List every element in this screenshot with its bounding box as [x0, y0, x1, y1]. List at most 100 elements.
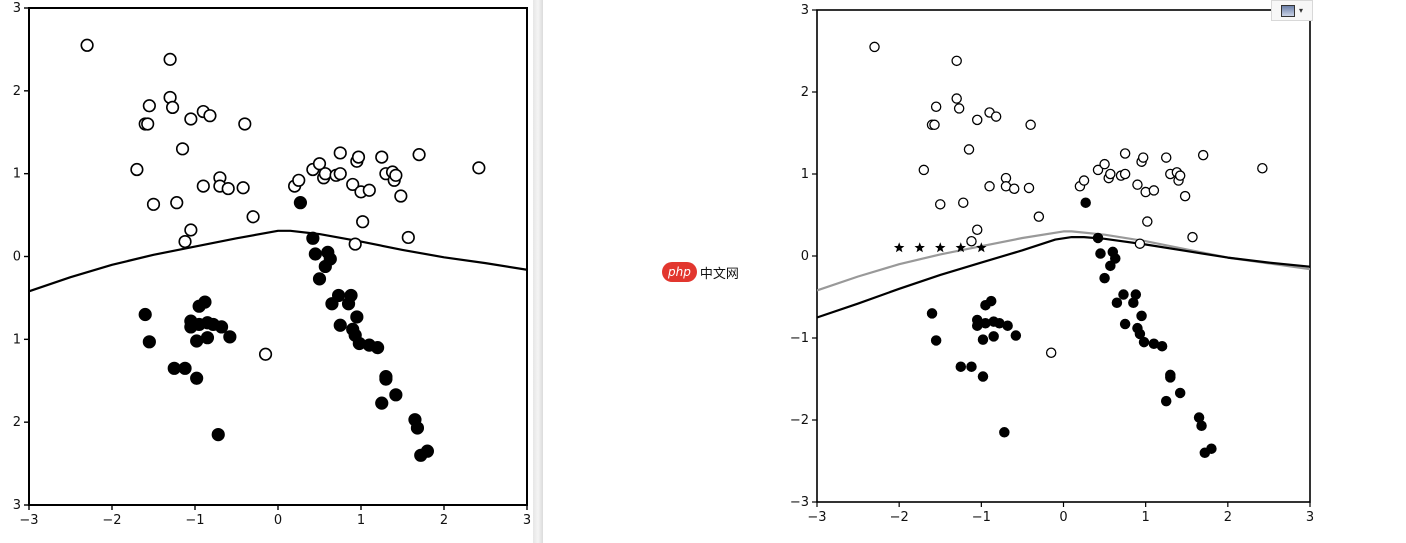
- filled-point: [138, 307, 152, 322]
- open-point: [203, 109, 217, 123]
- open-point: [196, 179, 210, 193]
- y-tick-label: 3: [801, 3, 809, 18]
- open-point: [1023, 182, 1035, 194]
- open-point: [1142, 216, 1153, 227]
- filled-point: [142, 335, 156, 349]
- open-point: [951, 55, 962, 67]
- x-tick-label: 3: [1306, 510, 1314, 525]
- filled-point: [200, 331, 215, 345]
- y-tick-label: 2: [13, 84, 21, 99]
- chart-1: −3 −2 −1 0 1 2 3 3 2 1 0 1 2 3: [13, 1, 531, 528]
- star-point: [935, 242, 946, 253]
- open-point: [971, 224, 983, 236]
- filled-point: [1002, 320, 1013, 331]
- watermark-badge: php: [662, 262, 697, 282]
- x-tick-label: 2: [1224, 510, 1232, 525]
- open-point: [184, 223, 198, 237]
- filled-point: [1105, 260, 1116, 272]
- open-point: [1134, 238, 1146, 249]
- star-point: [976, 242, 987, 253]
- open-point: [1119, 168, 1131, 180]
- open-point: [958, 197, 969, 208]
- filled-point: [344, 288, 358, 303]
- open-point: [1179, 190, 1191, 202]
- open-point: [146, 197, 161, 211]
- filled-point: [1080, 197, 1091, 208]
- figure-toolbar[interactable]: ▾: [1271, 0, 1313, 21]
- y-tick-label: 3: [13, 1, 21, 16]
- open-point: [175, 142, 190, 156]
- watermark: php 中文网: [662, 261, 739, 283]
- y-tick-label: −1: [790, 331, 809, 346]
- filled-point: [198, 295, 212, 309]
- open-point: [184, 112, 198, 126]
- filled-point: [1130, 289, 1142, 300]
- filled-point: [1095, 248, 1106, 259]
- filled-point: [375, 396, 389, 410]
- open-point: [412, 148, 426, 162]
- filled-point: [1010, 330, 1022, 341]
- x-tick-label: 1: [357, 513, 365, 528]
- watermark-text: 中文网: [699, 266, 739, 282]
- open-point: [930, 101, 942, 113]
- filled-point: [1111, 297, 1123, 308]
- filled-point: [1092, 232, 1104, 244]
- x-tick-label: −1: [185, 513, 204, 528]
- y-tick-label: 1: [801, 167, 809, 182]
- filled-point: [988, 331, 999, 342]
- open-point: [918, 164, 930, 176]
- x-tick-label: −3: [19, 513, 38, 528]
- open-point: [963, 144, 975, 155]
- filled-point: [977, 371, 989, 382]
- filled-point: [1156, 340, 1168, 352]
- chevron-down-icon[interactable]: ▾: [1298, 6, 1303, 15]
- open-point: [990, 111, 1002, 122]
- filled-point: [977, 334, 989, 345]
- open-point: [929, 119, 940, 131]
- y-tick-label: 0: [13, 250, 21, 265]
- open-point: [238, 117, 252, 131]
- open-point: [178, 234, 192, 249]
- filled-point: [1119, 318, 1131, 330]
- x-tick-label: 3: [523, 513, 531, 528]
- y-tick-label: −2: [790, 413, 809, 428]
- open-point: [356, 215, 370, 229]
- open-point: [472, 161, 486, 175]
- x-tick-label: −3: [807, 510, 826, 525]
- open-point: [1092, 164, 1104, 176]
- open-point: [142, 99, 156, 113]
- axes-frame: [28, 7, 528, 506]
- y-tick-label: 2: [801, 85, 809, 100]
- filled-point: [1134, 328, 1146, 340]
- open-point: [1257, 163, 1268, 174]
- open-point: [1137, 152, 1149, 163]
- y-tick-label: 3: [13, 498, 21, 513]
- x-tick-label: −2: [102, 513, 121, 528]
- filled-point: [389, 388, 403, 402]
- filled-point: [323, 252, 337, 266]
- filled-point: [223, 330, 237, 344]
- y-tick-label: −3: [790, 495, 809, 510]
- filled-point: [955, 361, 967, 372]
- image-icon[interactable]: [1280, 4, 1295, 17]
- open-point: [346, 177, 360, 192]
- y-tick-label: 0: [801, 249, 809, 264]
- filled-point: [167, 361, 181, 375]
- filled-point: [371, 341, 385, 355]
- filled-point: [1174, 387, 1186, 399]
- axes-frame: [816, 9, 1311, 503]
- open-point: [1160, 152, 1172, 163]
- filled-point: [190, 371, 204, 385]
- filled-point: [1136, 310, 1147, 322]
- x-tick-label: 1: [1142, 510, 1150, 525]
- y-tick-label: 1: [13, 167, 21, 182]
- open-point: [318, 167, 332, 181]
- open-point: [170, 196, 184, 210]
- filled-point: [1118, 289, 1129, 300]
- filled-point: [190, 334, 204, 348]
- open-point: [394, 189, 408, 203]
- pane-divider[interactable]: [533, 0, 543, 543]
- open-point: [1045, 347, 1057, 359]
- filled-point: [312, 272, 327, 286]
